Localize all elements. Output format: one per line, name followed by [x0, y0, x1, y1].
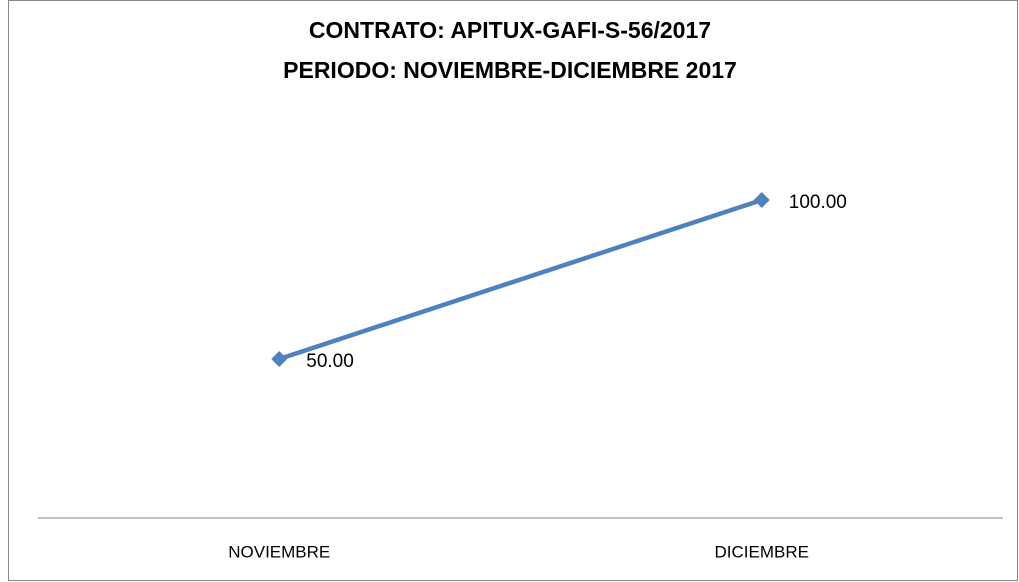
marker	[753, 192, 770, 208]
data-label: 100.00	[789, 192, 847, 213]
chart-title: PERIODO: NOVIEMBRE-DICIEMBRE 2017	[283, 57, 737, 83]
chart-border	[8, 0, 1018, 581]
x-tick-label: NOVIEMBRE	[228, 542, 330, 561]
line	[278, 197, 763, 362]
marker	[271, 351, 288, 367]
chart-title: CONTRATO: APITUX-GAFI-S-56/2017	[309, 17, 711, 43]
x-tick-label: DICIEMBRE	[715, 542, 809, 561]
data-label: 50.00	[306, 351, 354, 372]
